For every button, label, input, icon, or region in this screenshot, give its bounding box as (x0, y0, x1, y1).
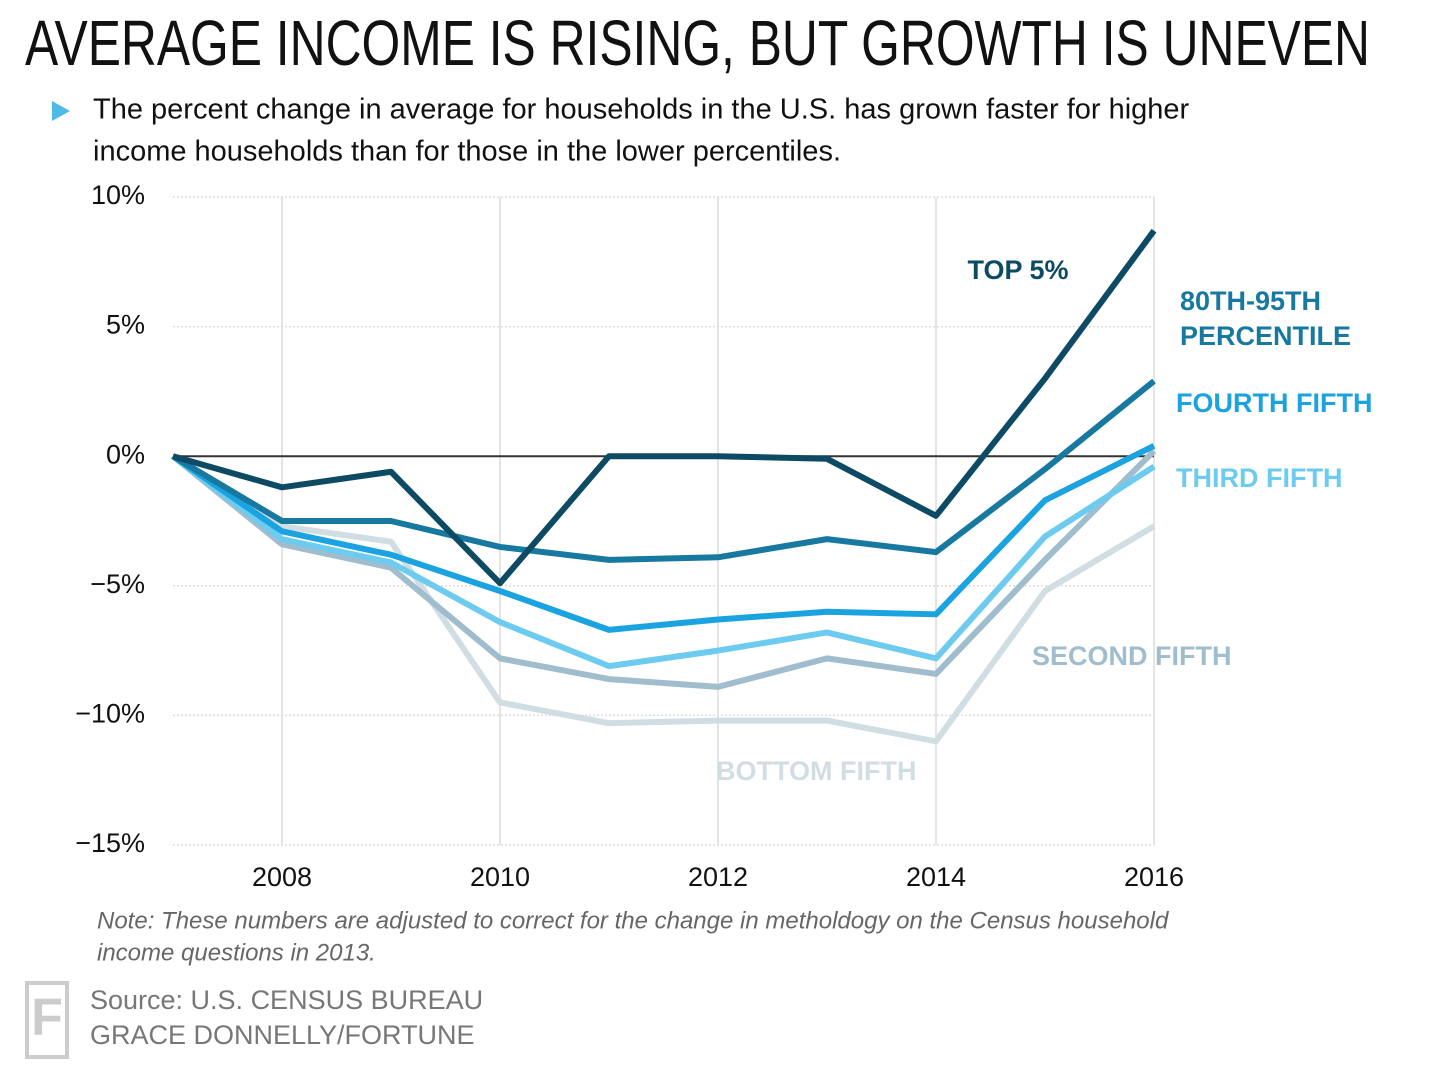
series-label: SECOND FIFTH (1032, 641, 1232, 671)
x-tick-label: 2016 (1124, 862, 1184, 892)
series-label: BOTTOM FIFTH (716, 756, 916, 786)
x-tick-label: 2008 (252, 862, 312, 892)
logo-box (25, 981, 69, 1059)
x-tick-label: 2014 (906, 862, 966, 892)
note-line: income questions in 2013. (97, 939, 376, 966)
series-label: THIRD FIFTH (1176, 463, 1342, 493)
source-line: GRACE DONNELLY/FORTUNE (90, 1020, 475, 1050)
y-tick-label: −5% (90, 569, 145, 599)
series-line (171, 453, 1156, 745)
series-line (171, 453, 1156, 670)
y-tick-label: 0% (106, 439, 145, 469)
y-tick-label: 5% (106, 310, 145, 340)
chart-title: AVERAGE INCOME IS RISING, BUT GROWTH IS … (25, 7, 1370, 79)
series-line (171, 448, 1157, 690)
series-line (171, 443, 1156, 633)
x-tick-label: 2010 (470, 862, 530, 892)
source-line: Source: U.S. CENSUS BUREAU (90, 985, 483, 1015)
note-line: Note: These numbers are adjusted to corr… (97, 907, 1169, 934)
series-label: FOURTH FIFTH (1176, 388, 1372, 418)
subtitle-line: income households than for those in the … (93, 136, 841, 168)
x-tick-label: 2012 (688, 862, 748, 892)
series-line (171, 378, 1156, 563)
series-label: TOP 5% (967, 255, 1068, 285)
y-tick-label: −10% (75, 699, 145, 729)
series-line (172, 228, 1157, 587)
logo: F (31, 989, 63, 1047)
y-tick-label: 10% (91, 180, 145, 210)
bullet (52, 101, 70, 121)
y-tick-label: −15% (75, 828, 145, 858)
series-label: 80TH-95TH PERCENTILE (1180, 286, 1351, 351)
subtitle-line: The percent change in average for househ… (93, 94, 1190, 126)
